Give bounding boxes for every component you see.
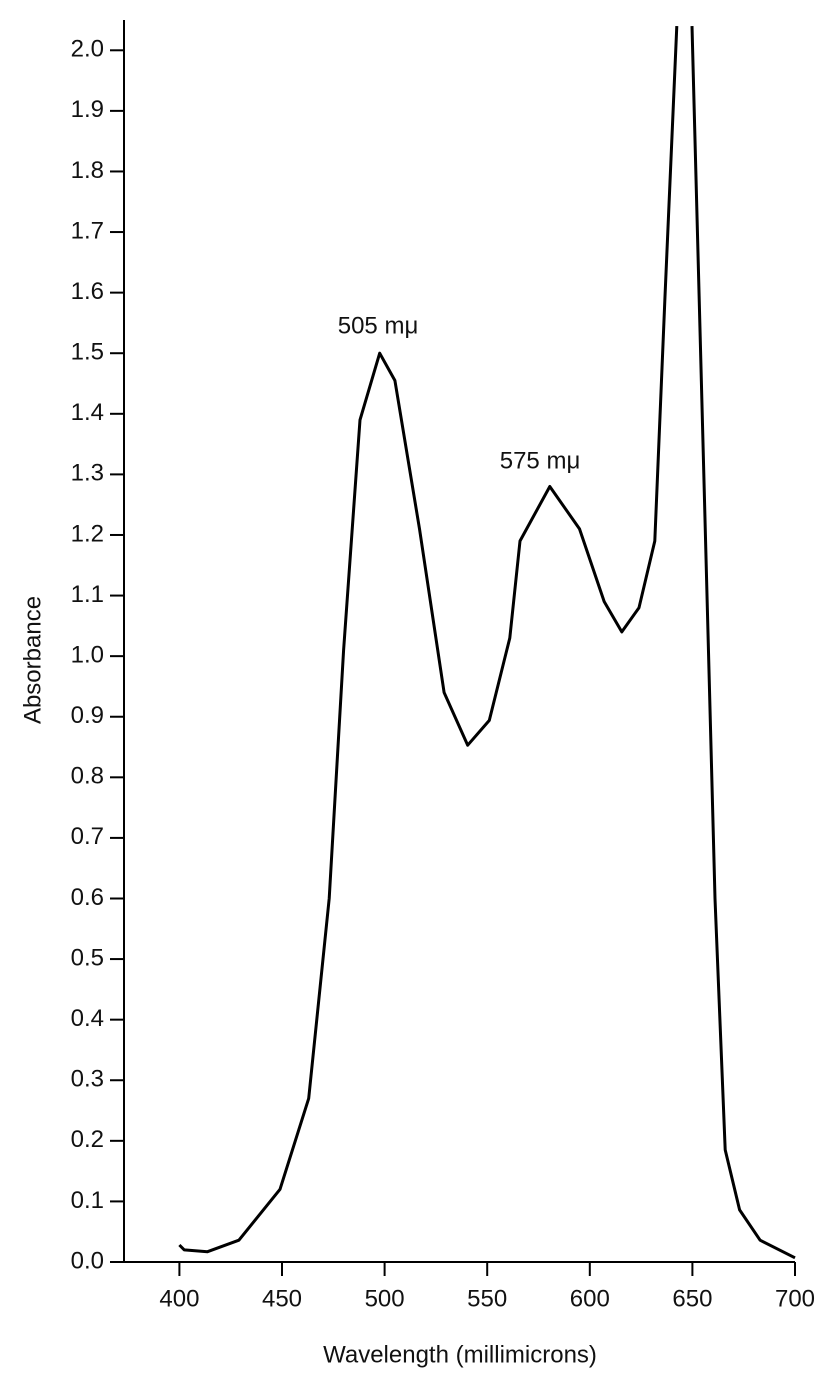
y-tick-label: 0.3 <box>71 1066 104 1093</box>
y-tick-label: 1.4 <box>71 399 104 426</box>
y-tick-label: 0.0 <box>71 1247 104 1274</box>
y-axis-title: Absorbance <box>19 596 46 724</box>
y-tick-label: 2.0 <box>71 36 104 63</box>
y-tick-label: 0.5 <box>71 944 104 971</box>
x-tick-label: 600 <box>570 1285 610 1312</box>
y-tick-label: 0.6 <box>71 884 104 911</box>
y-tick-label: 1.9 <box>71 96 104 123</box>
y-tick-label: 1.2 <box>71 520 104 547</box>
y-tick-label: 0.8 <box>71 763 104 790</box>
y-tick-label: 1.7 <box>71 217 104 244</box>
peak-annotation: 505 mμ <box>338 312 419 339</box>
y-tick-label: 0.2 <box>71 1126 104 1153</box>
y-tick-label: 0.1 <box>71 1187 104 1214</box>
x-tick-label: 500 <box>365 1285 405 1312</box>
x-tick-label: 450 <box>262 1285 302 1312</box>
y-tick-label: 1.1 <box>71 581 104 608</box>
y-tick-label: 1.0 <box>71 641 104 668</box>
y-tick-label: 1.8 <box>71 157 104 184</box>
x-tick-label: 550 <box>467 1285 507 1312</box>
x-axis-title: Wavelength (millimicrons) <box>323 1341 597 1368</box>
y-tick-label: 1.6 <box>71 278 104 305</box>
y-tick-label: 0.4 <box>71 1005 104 1032</box>
y-tick-label: 0.7 <box>71 823 104 850</box>
x-tick-label: 650 <box>672 1285 712 1312</box>
absorbance-line <box>178 26 796 1260</box>
y-tick-label: 1.5 <box>71 339 104 366</box>
y-tick-label: 0.9 <box>71 702 104 729</box>
y-tick-label: 1.3 <box>71 460 104 487</box>
x-tick-label: 700 <box>775 1285 815 1312</box>
peak-annotation: 575 mμ <box>500 447 581 474</box>
x-tick-label: 400 <box>159 1285 199 1312</box>
